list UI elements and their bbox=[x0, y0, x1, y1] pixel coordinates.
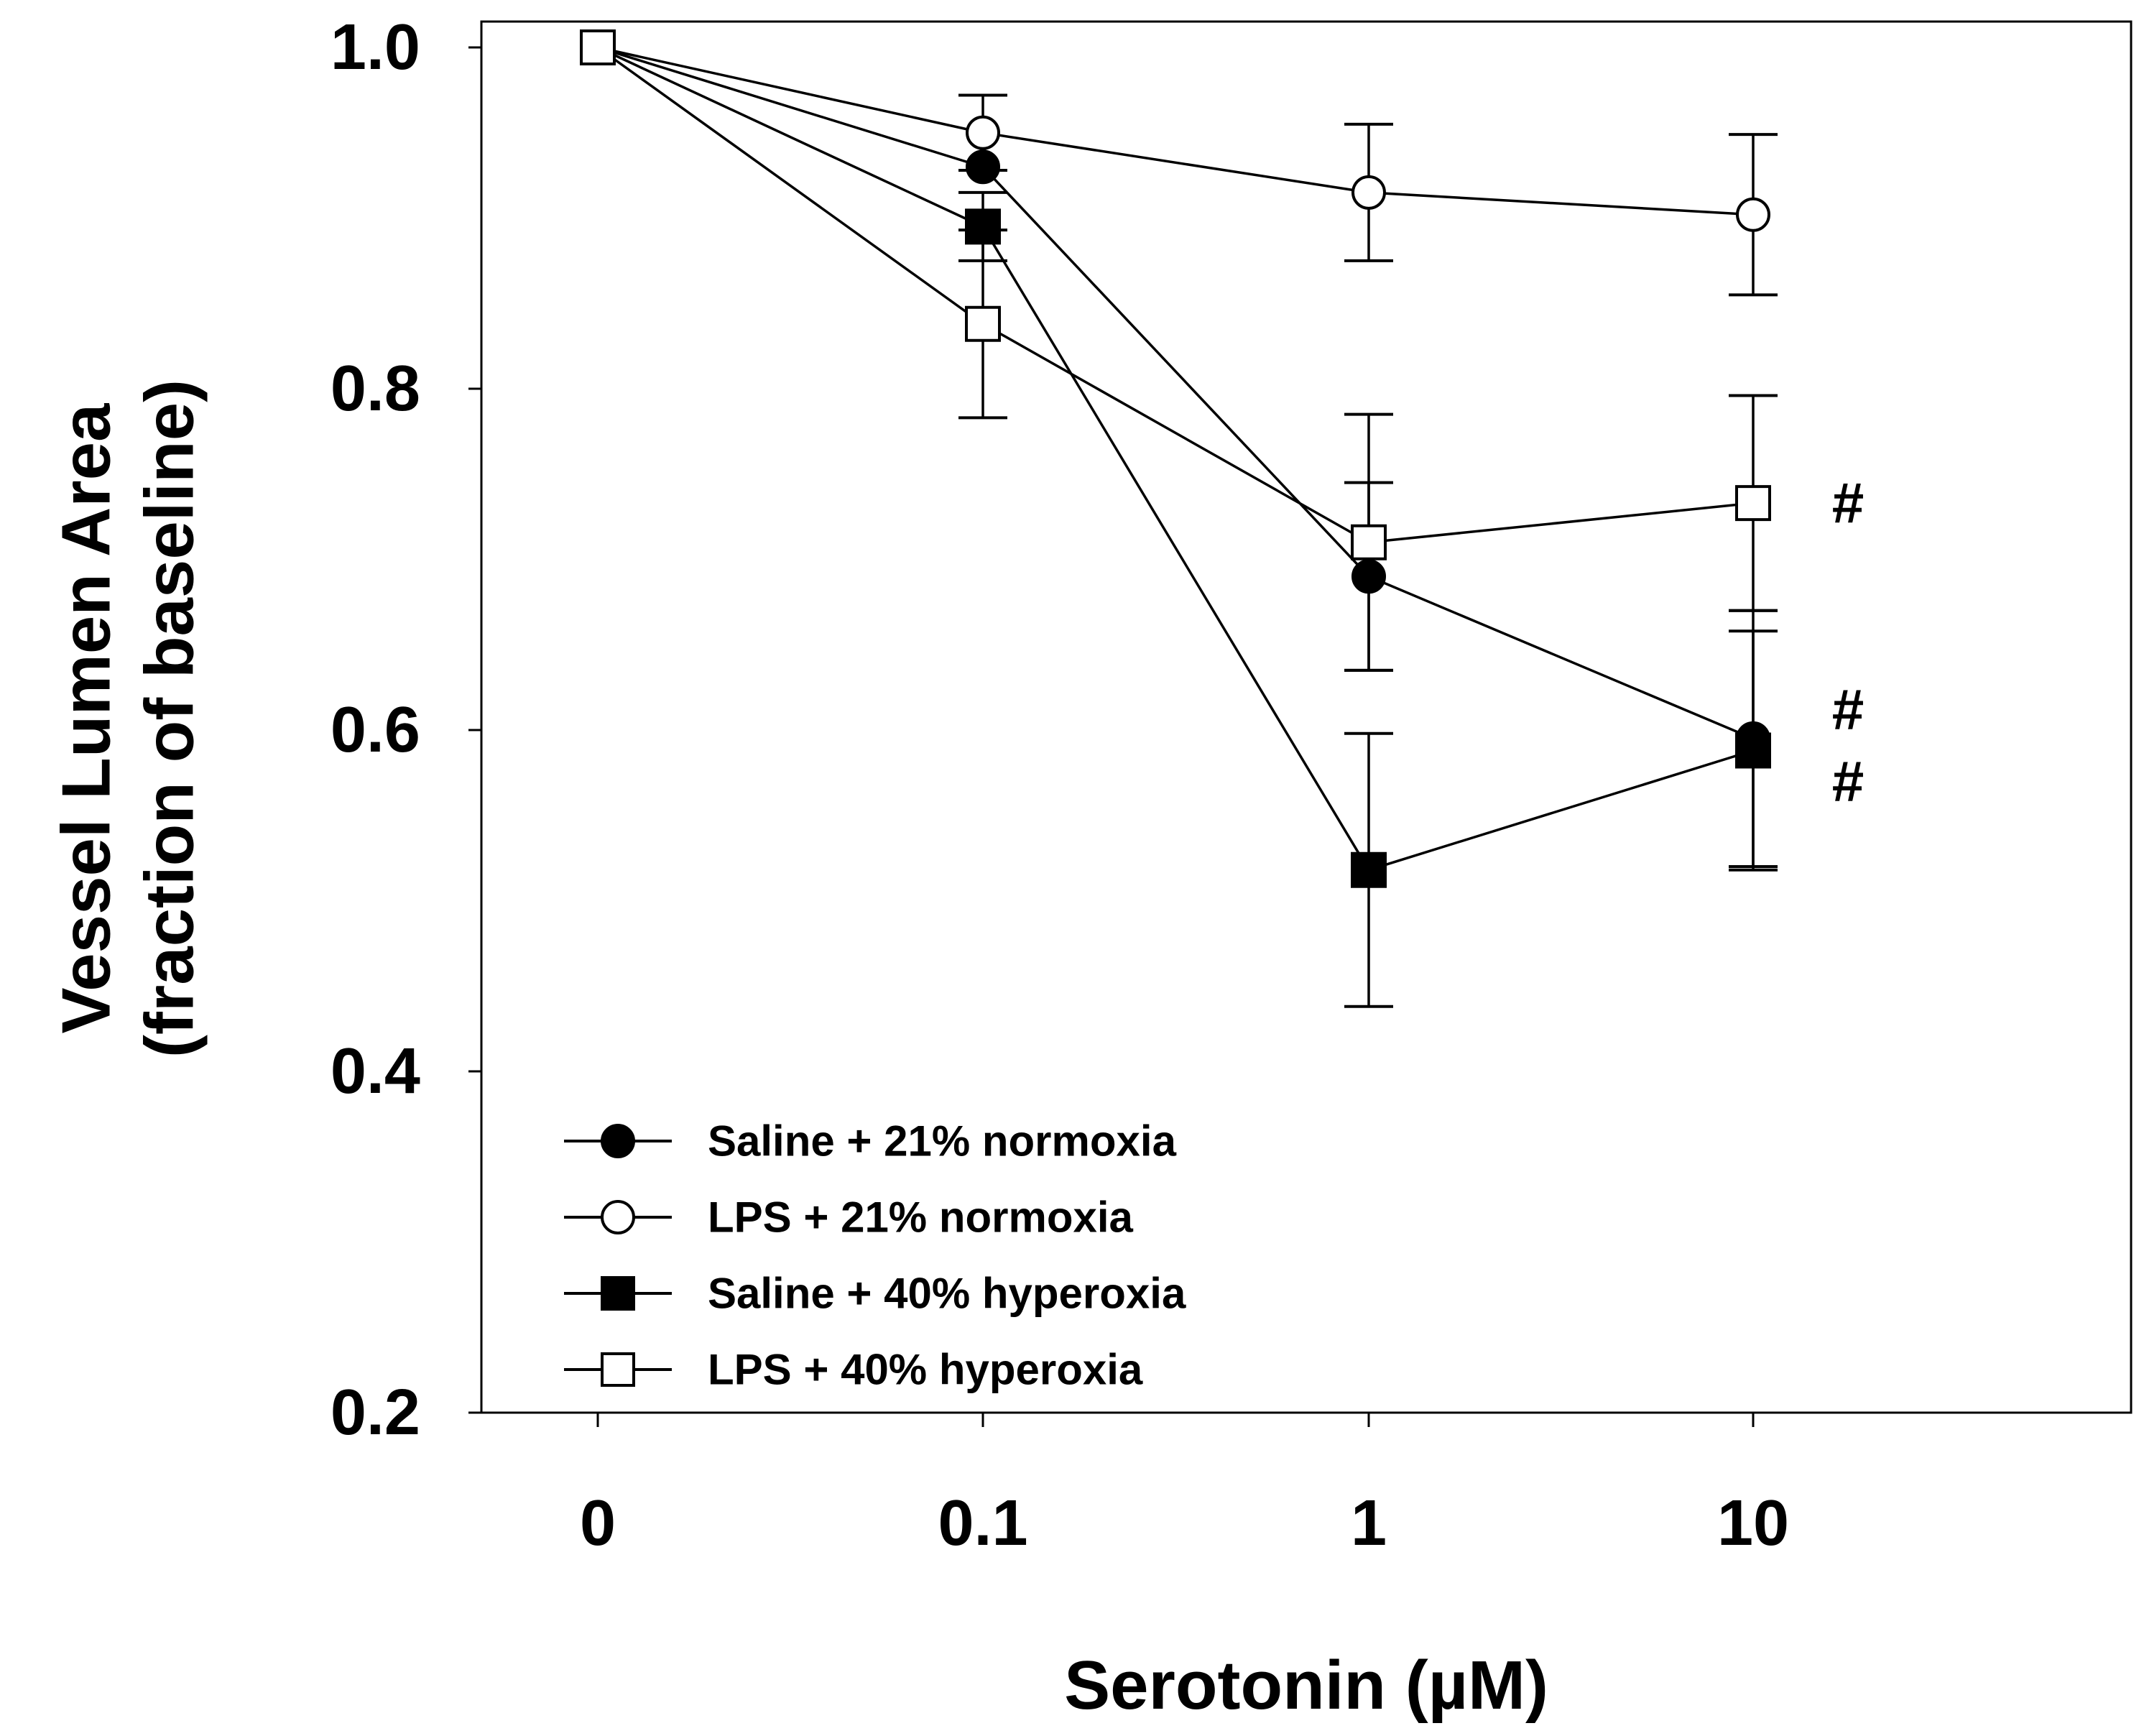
y-tick-label: 0.8 bbox=[331, 353, 420, 425]
data-point bbox=[1735, 485, 1771, 522]
data-point bbox=[580, 29, 616, 65]
x-tick-label: 0 bbox=[580, 1487, 616, 1559]
data-point bbox=[1351, 851, 1387, 888]
series bbox=[580, 29, 1778, 1008]
data-point bbox=[966, 149, 1000, 185]
legend-marker bbox=[601, 1352, 635, 1387]
data-point bbox=[965, 305, 1001, 342]
significance-marker: # bbox=[1832, 471, 1865, 535]
legend-marker bbox=[601, 1200, 635, 1234]
legend-label: LPS + 21% normoxia bbox=[708, 1194, 1134, 1242]
x-tick-label: 1 bbox=[1351, 1487, 1387, 1559]
data-point bbox=[966, 115, 1000, 150]
data-point bbox=[1351, 559, 1386, 594]
y-axis-label-group: Vessel Lumen Area bbox=[48, 403, 125, 1034]
x-axis-label: Serotonin (µM) bbox=[1064, 1647, 1548, 1724]
legend: Saline + 21% normoxia LPS + 21% normoxia S… bbox=[564, 1117, 1186, 1394]
legend-label: LPS + 40% hyperoxia bbox=[708, 1346, 1143, 1394]
axes bbox=[480, 20, 2133, 1414]
legend-marker bbox=[601, 1124, 635, 1158]
data-point bbox=[1736, 197, 1770, 232]
ticks: 0.2 0.4 0.6 0.8 1.0 0 0.1 1 10 bbox=[331, 11, 1789, 1559]
x-tick-label: 10 bbox=[1717, 1487, 1789, 1559]
significance-marker: # bbox=[1832, 678, 1865, 742]
legend-label: Saline + 40% hyperoxia bbox=[708, 1270, 1186, 1318]
y-tick-label: 1.0 bbox=[331, 11, 420, 83]
y-axis-label: Vessel Lumen Area bbox=[48, 403, 125, 1034]
y-tick-label: 0.4 bbox=[331, 1035, 420, 1107]
plot-frame bbox=[480, 20, 2133, 1414]
y-tick-label: 0.6 bbox=[331, 694, 420, 766]
legend-label: Saline + 21% normoxia bbox=[708, 1117, 1177, 1165]
y-axis-sublabel: (fraction of baseline) bbox=[131, 379, 208, 1058]
data-point bbox=[1735, 732, 1771, 769]
significance-marker: # bbox=[1832, 749, 1865, 813]
annotations: # # # bbox=[1832, 471, 1865, 813]
x-tick-label: 0.1 bbox=[938, 1487, 1027, 1559]
y-tick-label: 0.2 bbox=[331, 1377, 420, 1449]
y-axis-sublabel-group: (fraction of baseline) bbox=[131, 379, 208, 1058]
series-line bbox=[596, 46, 1754, 544]
data-point bbox=[965, 208, 1001, 245]
series-line bbox=[597, 46, 1754, 740]
legend-marker bbox=[601, 1276, 635, 1311]
data-point bbox=[1351, 524, 1387, 560]
series-line bbox=[597, 46, 1754, 872]
series-line bbox=[597, 46, 1754, 216]
data-point bbox=[1351, 175, 1386, 210]
